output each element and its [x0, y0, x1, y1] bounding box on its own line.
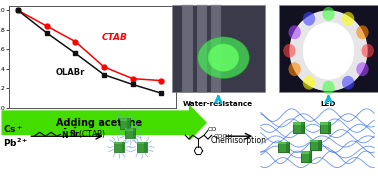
Bar [125, 128, 135, 131]
Bar [293, 122, 304, 133]
Text: COOH: COOH [214, 134, 233, 139]
Bar [278, 142, 289, 152]
Bar [318, 140, 321, 150]
Bar [301, 122, 304, 133]
Ellipse shape [342, 12, 354, 26]
Ellipse shape [208, 44, 239, 71]
Bar [286, 142, 289, 152]
Text: $\mathbf{Cs^+}$: $\mathbf{Cs^+}$ [3, 124, 23, 135]
Bar [137, 142, 147, 152]
Text: Adding acetone: Adding acetone [56, 118, 142, 128]
Bar [293, 122, 304, 125]
Bar [301, 151, 311, 154]
Ellipse shape [283, 44, 296, 58]
Bar [122, 142, 124, 152]
Bar [318, 140, 321, 150]
Text: OLABr: OLABr [55, 68, 85, 77]
Bar [127, 118, 130, 129]
Text: $\mathbf{\bar{N}}^-$: $\mathbf{\bar{N}}^-$ [61, 128, 75, 141]
Bar [301, 122, 304, 133]
FancyArrow shape [2, 106, 206, 140]
Text: $\mathbf{\bar{Br}}$(CTAB): $\mathbf{\bar{Br}}$(CTAB) [69, 127, 106, 141]
Bar [137, 142, 147, 144]
Bar [172, 5, 265, 92]
Bar [310, 140, 321, 142]
Bar [144, 142, 147, 152]
Text: CTAB: CTAB [101, 33, 127, 42]
Ellipse shape [322, 7, 335, 21]
Bar [301, 151, 311, 162]
Bar [278, 142, 289, 144]
Bar [309, 151, 311, 162]
Ellipse shape [290, 10, 368, 91]
Bar [301, 151, 311, 162]
Bar [328, 122, 330, 133]
Ellipse shape [303, 22, 354, 80]
Bar [120, 118, 130, 121]
Bar [310, 140, 321, 150]
Bar [114, 142, 124, 144]
Bar [301, 151, 311, 154]
Ellipse shape [288, 62, 301, 76]
Ellipse shape [342, 76, 354, 90]
Text: $\mathbf{Pb^{2+}}$: $\mathbf{Pb^{2+}}$ [3, 137, 28, 149]
Ellipse shape [198, 37, 249, 78]
Bar [182, 5, 192, 92]
Bar [320, 122, 330, 133]
Bar [211, 5, 222, 92]
Text: LED: LED [321, 102, 336, 108]
Ellipse shape [356, 62, 369, 76]
Ellipse shape [303, 12, 315, 26]
Ellipse shape [288, 25, 301, 39]
Bar [197, 5, 207, 92]
Bar [278, 142, 289, 144]
Bar [320, 122, 330, 133]
Ellipse shape [303, 76, 315, 90]
Bar [120, 118, 130, 129]
Bar [293, 122, 304, 133]
Bar [125, 128, 135, 138]
Bar [286, 142, 289, 152]
Bar [309, 151, 311, 162]
Text: Water-resistance: Water-resistance [183, 102, 253, 108]
Ellipse shape [356, 25, 369, 39]
Ellipse shape [361, 44, 374, 58]
Ellipse shape [322, 81, 335, 94]
Text: CO: CO [208, 127, 217, 132]
Bar [114, 142, 124, 152]
Bar [320, 122, 330, 125]
Bar [278, 142, 289, 152]
Bar [310, 140, 321, 142]
Text: Chemisorption: Chemisorption [211, 136, 267, 145]
Bar [310, 140, 321, 150]
Bar [293, 122, 304, 125]
Bar [279, 5, 378, 92]
Bar [133, 128, 135, 138]
Bar [320, 122, 330, 125]
Bar [328, 122, 330, 133]
